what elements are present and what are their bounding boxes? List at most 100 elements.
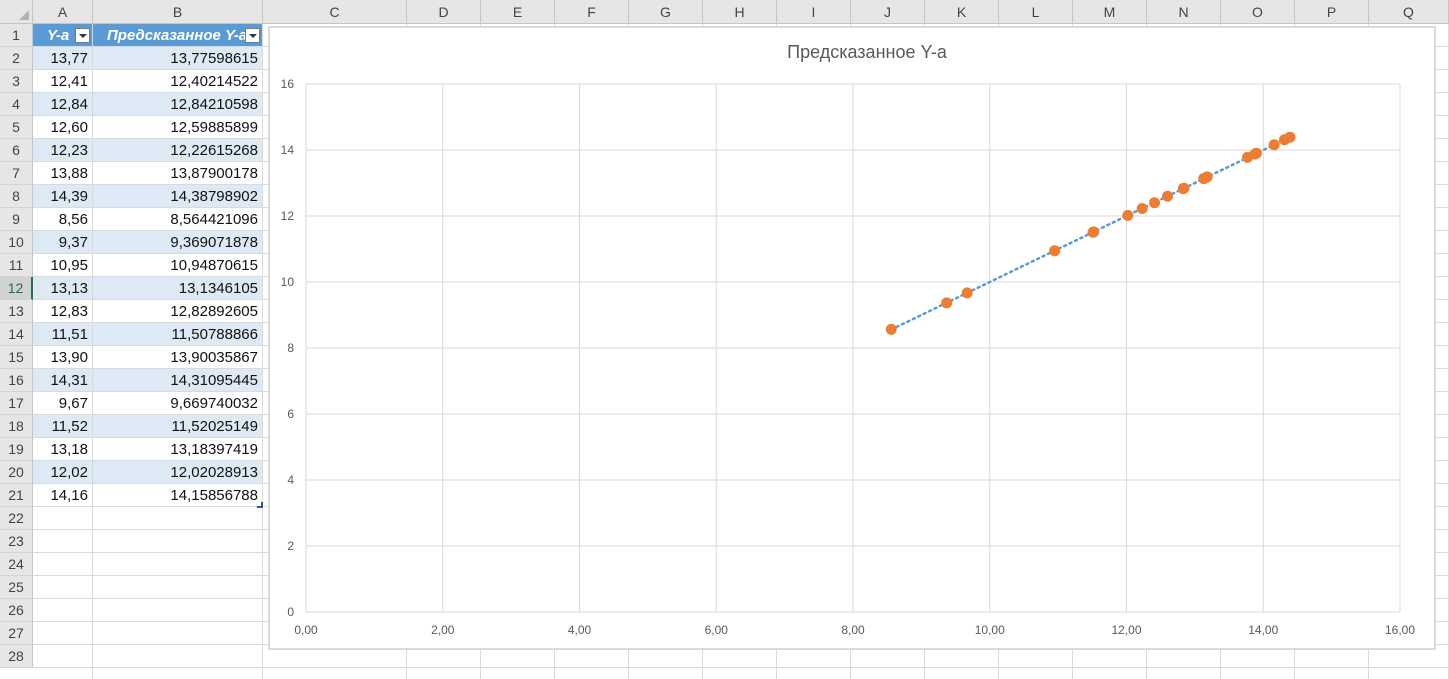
x-tick-label: 6,00 [705,623,729,637]
row-header-13[interactable]: 13 [0,300,33,323]
column-header-g[interactable]: G [629,0,703,24]
row-header-1[interactable]: 1 [0,24,33,47]
row-header-15[interactable]: 15 [0,346,33,369]
table-cell[interactable]: 12,22615268 [93,139,263,162]
table-cell[interactable]: 12,82892605 [93,300,263,323]
row-header-20[interactable]: 20 [0,461,33,484]
row-header-23[interactable]: 23 [0,530,33,553]
table-cell[interactable]: 8,564421096 [93,208,263,231]
column-header-h[interactable]: H [703,0,777,24]
table-cell[interactable]: 14,38798902 [93,185,263,208]
table-cell[interactable]: 12,84210598 [93,93,263,116]
row-header-9[interactable]: 9 [0,208,33,231]
table-cell[interactable]: 14,31095445 [93,369,263,392]
row-header-19[interactable]: 19 [0,438,33,461]
row-header-12[interactable]: 12 [0,277,33,300]
column-header-j[interactable]: J [851,0,925,24]
column-header-q[interactable]: Q [1369,0,1449,24]
table-cell[interactable]: 12,60 [33,116,93,139]
data-point [1162,190,1174,202]
row-header-26[interactable]: 26 [0,599,33,622]
row-header-24[interactable]: 24 [0,553,33,576]
data-point [1088,226,1100,238]
table-cell[interactable]: 9,669740032 [93,392,263,415]
table-cell[interactable]: 11,51 [33,323,93,346]
table-cell[interactable]: 10,95 [33,254,93,277]
table-cell[interactable]: 14,15856788 [93,484,263,507]
table-cell[interactable]: 13,18 [33,438,93,461]
table-cell[interactable]: 11,52025149 [93,415,263,438]
column-header-f[interactable]: F [555,0,629,24]
x-tick-label: 8,00 [841,623,865,637]
table-cell[interactable]: 13,87900178 [93,162,263,185]
row-header-10[interactable]: 10 [0,231,33,254]
scatter-chart[interactable]: Предсказанное Y-a 0,00 2,00 4,00 6,00 8,00 10,… [268,26,1436,650]
column-header-e[interactable]: E [481,0,555,24]
column-header-o[interactable]: O [1221,0,1295,24]
table-cell[interactable]: 13,77598615 [93,47,263,70]
table-cell[interactable]: 9,369071878 [93,231,263,254]
table-header-predicted-y-a[interactable]: Предсказанное Y-a [93,24,263,47]
table-cell[interactable]: 8,56 [33,208,93,231]
table-cell[interactable]: 13,1346105 [93,277,263,300]
table-cell[interactable]: 10,94870615 [93,254,263,277]
table-cell[interactable]: 9,37 [33,231,93,254]
table-cell[interactable]: 14,31 [33,369,93,392]
table-cell[interactable]: 12,23 [33,139,93,162]
row-header-4[interactable]: 4 [0,93,33,116]
table-cell[interactable]: 14,16 [33,484,93,507]
table-resize-handle[interactable] [257,502,263,508]
table-cell[interactable]: 12,59885899 [93,116,263,139]
row-header-21[interactable]: 21 [0,484,33,507]
y-tick-label: 10 [281,275,295,289]
filter-dropdown-icon[interactable] [245,28,260,43]
row-header-18[interactable]: 18 [0,415,33,438]
row-header-22[interactable]: 22 [0,507,33,530]
column-header-c[interactable]: C [263,0,407,24]
row-header-6[interactable]: 6 [0,139,33,162]
table-cell[interactable]: 14,39 [33,185,93,208]
row-header-7[interactable]: 7 [0,162,33,185]
table-cell[interactable]: 13,88 [33,162,93,185]
column-header-m[interactable]: M [1073,0,1147,24]
table-cell[interactable]: 13,18397419 [93,438,263,461]
table-cell[interactable]: 12,02 [33,461,93,484]
row-header-17[interactable]: 17 [0,392,33,415]
row-header-27[interactable]: 27 [0,622,33,645]
column-header-l[interactable]: L [999,0,1073,24]
table-cell[interactable]: 12,84 [33,93,93,116]
column-header-d[interactable]: D [407,0,481,24]
table-cell[interactable]: 11,52 [33,415,93,438]
row-header-28[interactable]: 28 [0,645,33,668]
table-cell[interactable]: 13,90 [33,346,93,369]
column-header-i[interactable]: I [777,0,851,24]
filter-dropdown-icon[interactable] [75,28,90,43]
row-header-2[interactable]: 2 [0,47,33,70]
row-header-11[interactable]: 11 [0,254,33,277]
row-header-16[interactable]: 16 [0,369,33,392]
table-cell[interactable]: 12,41 [33,70,93,93]
row-header-8[interactable]: 8 [0,185,33,208]
row-header-14[interactable]: 14 [0,323,33,346]
x-tick-label: 14,00 [1248,623,1278,637]
table-cell[interactable]: 9,67 [33,392,93,415]
row-header-5[interactable]: 5 [0,116,33,139]
table-cell[interactable]: 13,90035867 [93,346,263,369]
column-header-n[interactable]: N [1147,0,1221,24]
table-cell[interactable]: 11,50788866 [93,323,263,346]
column-header-b[interactable]: B [93,0,263,24]
table-cell[interactable]: 12,40214522 [93,70,263,93]
data-point [1278,134,1290,146]
table-cell[interactable]: 12,83 [33,300,93,323]
select-all-corner[interactable] [0,0,33,24]
row-header-25[interactable]: 25 [0,576,33,599]
column-header-k[interactable]: K [925,0,999,24]
row-header-3[interactable]: 3 [0,70,33,93]
column-header-a[interactable]: A [33,0,93,24]
column-header-p[interactable]: P [1295,0,1369,24]
table-cell[interactable]: 13,77 [33,47,93,70]
data-point [1250,147,1262,159]
table-cell[interactable]: 13,13 [33,277,93,300]
table-cell[interactable]: 12,02028913 [93,461,263,484]
